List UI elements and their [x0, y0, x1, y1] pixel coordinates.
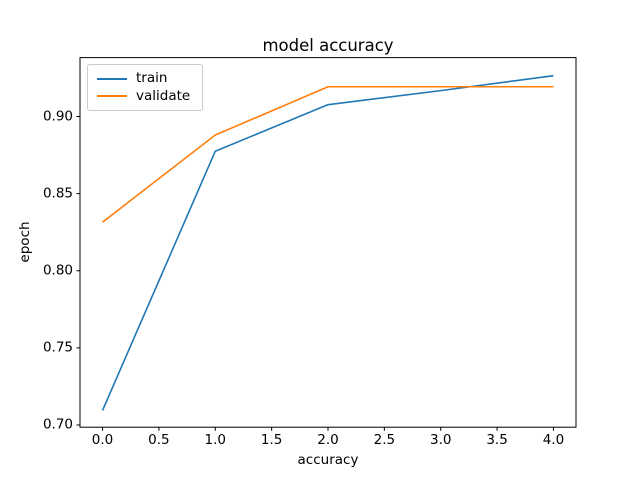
tick-marks: [76, 116, 554, 431]
y-tick-label: 0.90: [42, 108, 73, 125]
x-tick-label: 2.5: [373, 432, 396, 448]
validate-series-line: [102, 85, 554, 223]
y-tick-label: 0.80: [42, 262, 73, 279]
y-tick-label: 0.75: [42, 339, 73, 356]
legend-item-validate: validate: [97, 88, 190, 106]
legend-label-validate: validate: [136, 87, 191, 104]
x-tick-label: 3.5: [486, 432, 508, 448]
y-axis-label: epoch: [17, 221, 33, 263]
x-tick-label: 0.0: [91, 432, 114, 448]
train-line-swatch: [97, 77, 127, 80]
train-series-line: [101, 74, 554, 411]
x-tick-label: 2.0: [317, 432, 339, 448]
y-tick-label: 0.70: [42, 416, 73, 433]
x-tick-label: 1.0: [204, 432, 227, 448]
validate-line-swatch: [97, 95, 127, 98]
y-tick-label: 0.85: [42, 185, 73, 202]
x-tick-label: 1.5: [260, 432, 283, 448]
x-tick-label: 4.0: [542, 432, 565, 448]
legend-label-train: train: [136, 70, 168, 86]
legend-item-train: train: [97, 70, 190, 88]
legend: train validate: [87, 64, 204, 111]
chart-title: model accuracy: [262, 36, 394, 55]
axes-spines: [79, 57, 577, 428]
x-axis-label: accuracy: [297, 452, 359, 468]
x-tick-label: 0.5: [148, 432, 170, 448]
x-tick-label: 3.0: [429, 432, 452, 448]
